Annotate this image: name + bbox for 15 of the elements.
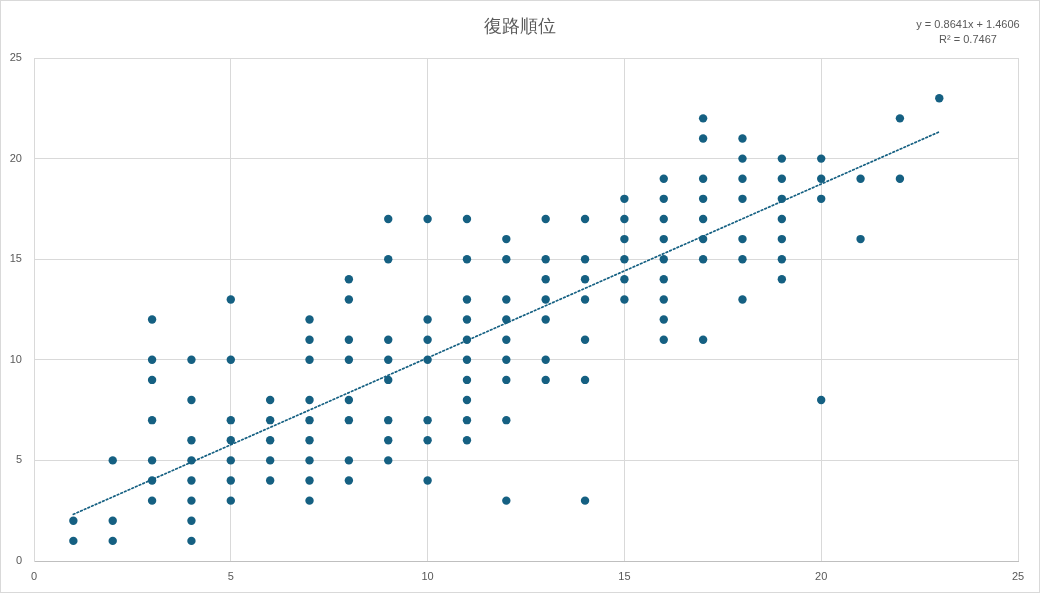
x-tick-label: 0 (30, 569, 38, 582)
x-tick-label: 20 (815, 569, 828, 582)
y-tick-label: 0 (15, 554, 22, 567)
text: R² = 0.7467 (939, 33, 997, 46)
text: y = 0.8641x + 1.4606 (916, 18, 1020, 31)
x-tick-label: 5 (227, 569, 234, 582)
y-tick-label: 25 (9, 51, 22, 64)
chart-title: 復路順位 (484, 15, 556, 36)
x-tick-label: 10 (421, 569, 434, 582)
y-tick-label: 20 (9, 151, 22, 164)
y-tick-label: 5 (15, 453, 22, 466)
x-tick-label: 15 (618, 569, 631, 582)
y-tick-label: 10 (9, 352, 22, 365)
x-tick-label: 25 (1011, 569, 1025, 582)
y-tick-label: 15 (9, 252, 22, 265)
